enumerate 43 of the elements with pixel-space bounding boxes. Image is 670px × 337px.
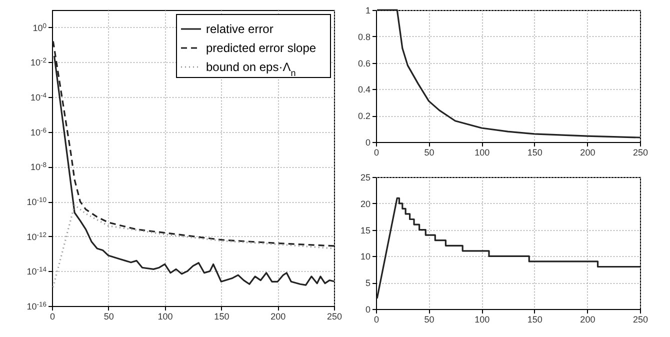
legend-label: bound on eps·Λ$_{n}$: [206, 60, 296, 78]
y-tick-label: 0.2: [358, 111, 370, 122]
y-tick-label: 10$^{-8}$: [30, 162, 47, 172]
y-tick-label: 0.6: [358, 58, 370, 68]
x-tick-label: 50: [424, 314, 434, 324]
y-tick-label: 0: [365, 304, 370, 314]
x-tick-label: 0: [50, 312, 56, 322]
x-tick-label: 100: [474, 314, 490, 324]
x-tick-label: 250: [632, 148, 648, 158]
x-tick-label: 200: [580, 148, 596, 158]
y-tick-label: 10: [360, 252, 370, 262]
x-tick-label: 100: [158, 312, 173, 322]
y-tick-label: 1: [365, 6, 370, 16]
legend-label: relative error: [206, 22, 274, 36]
y-tick-label: 10$^{-2}$: [30, 57, 47, 68]
x-tick-label: 150: [214, 312, 230, 322]
y-tick-label: 25: [360, 172, 370, 182]
y-tick-label: 10$^{-12}$: [26, 231, 47, 242]
y-tick-label: 20: [360, 198, 370, 209]
y-tick-label: 10$^{-10}$: [26, 196, 47, 208]
legend-label: predicted error slope: [206, 41, 316, 55]
x-tick-label: 200: [580, 314, 596, 324]
x-tick-label: 150: [527, 148, 542, 158]
x-tick-label: 50: [424, 148, 434, 158]
x-tick-label: 100: [474, 148, 490, 158]
y-tick-label: 5: [365, 278, 370, 288]
x-tick-label: 150: [527, 314, 542, 324]
line-series: [376, 197, 641, 300]
y-tick-label: 10$^{-16}$: [26, 301, 47, 312]
x-tick-label: 250: [326, 312, 342, 322]
y-tick-label: 10$^{-6}$: [30, 126, 47, 138]
x-tick-label: 0: [374, 148, 380, 158]
x-tick-label: 50: [104, 312, 114, 322]
y-tick-label: 0: [365, 138, 370, 148]
y-tick-label: 10$^{-4}$: [30, 92, 47, 103]
y-tick-label: 10$^{-14}$: [26, 266, 47, 277]
y-tick-label: 0.4: [358, 84, 370, 95]
y-tick-label: 0.8: [358, 32, 370, 42]
y-tick-label: 10$^{0}$: [32, 22, 47, 33]
x-tick-label: 0: [374, 314, 380, 324]
x-tick-label: 250: [632, 314, 648, 324]
y-tick-label: 15: [360, 225, 370, 236]
x-tick-label: 200: [270, 312, 286, 322]
